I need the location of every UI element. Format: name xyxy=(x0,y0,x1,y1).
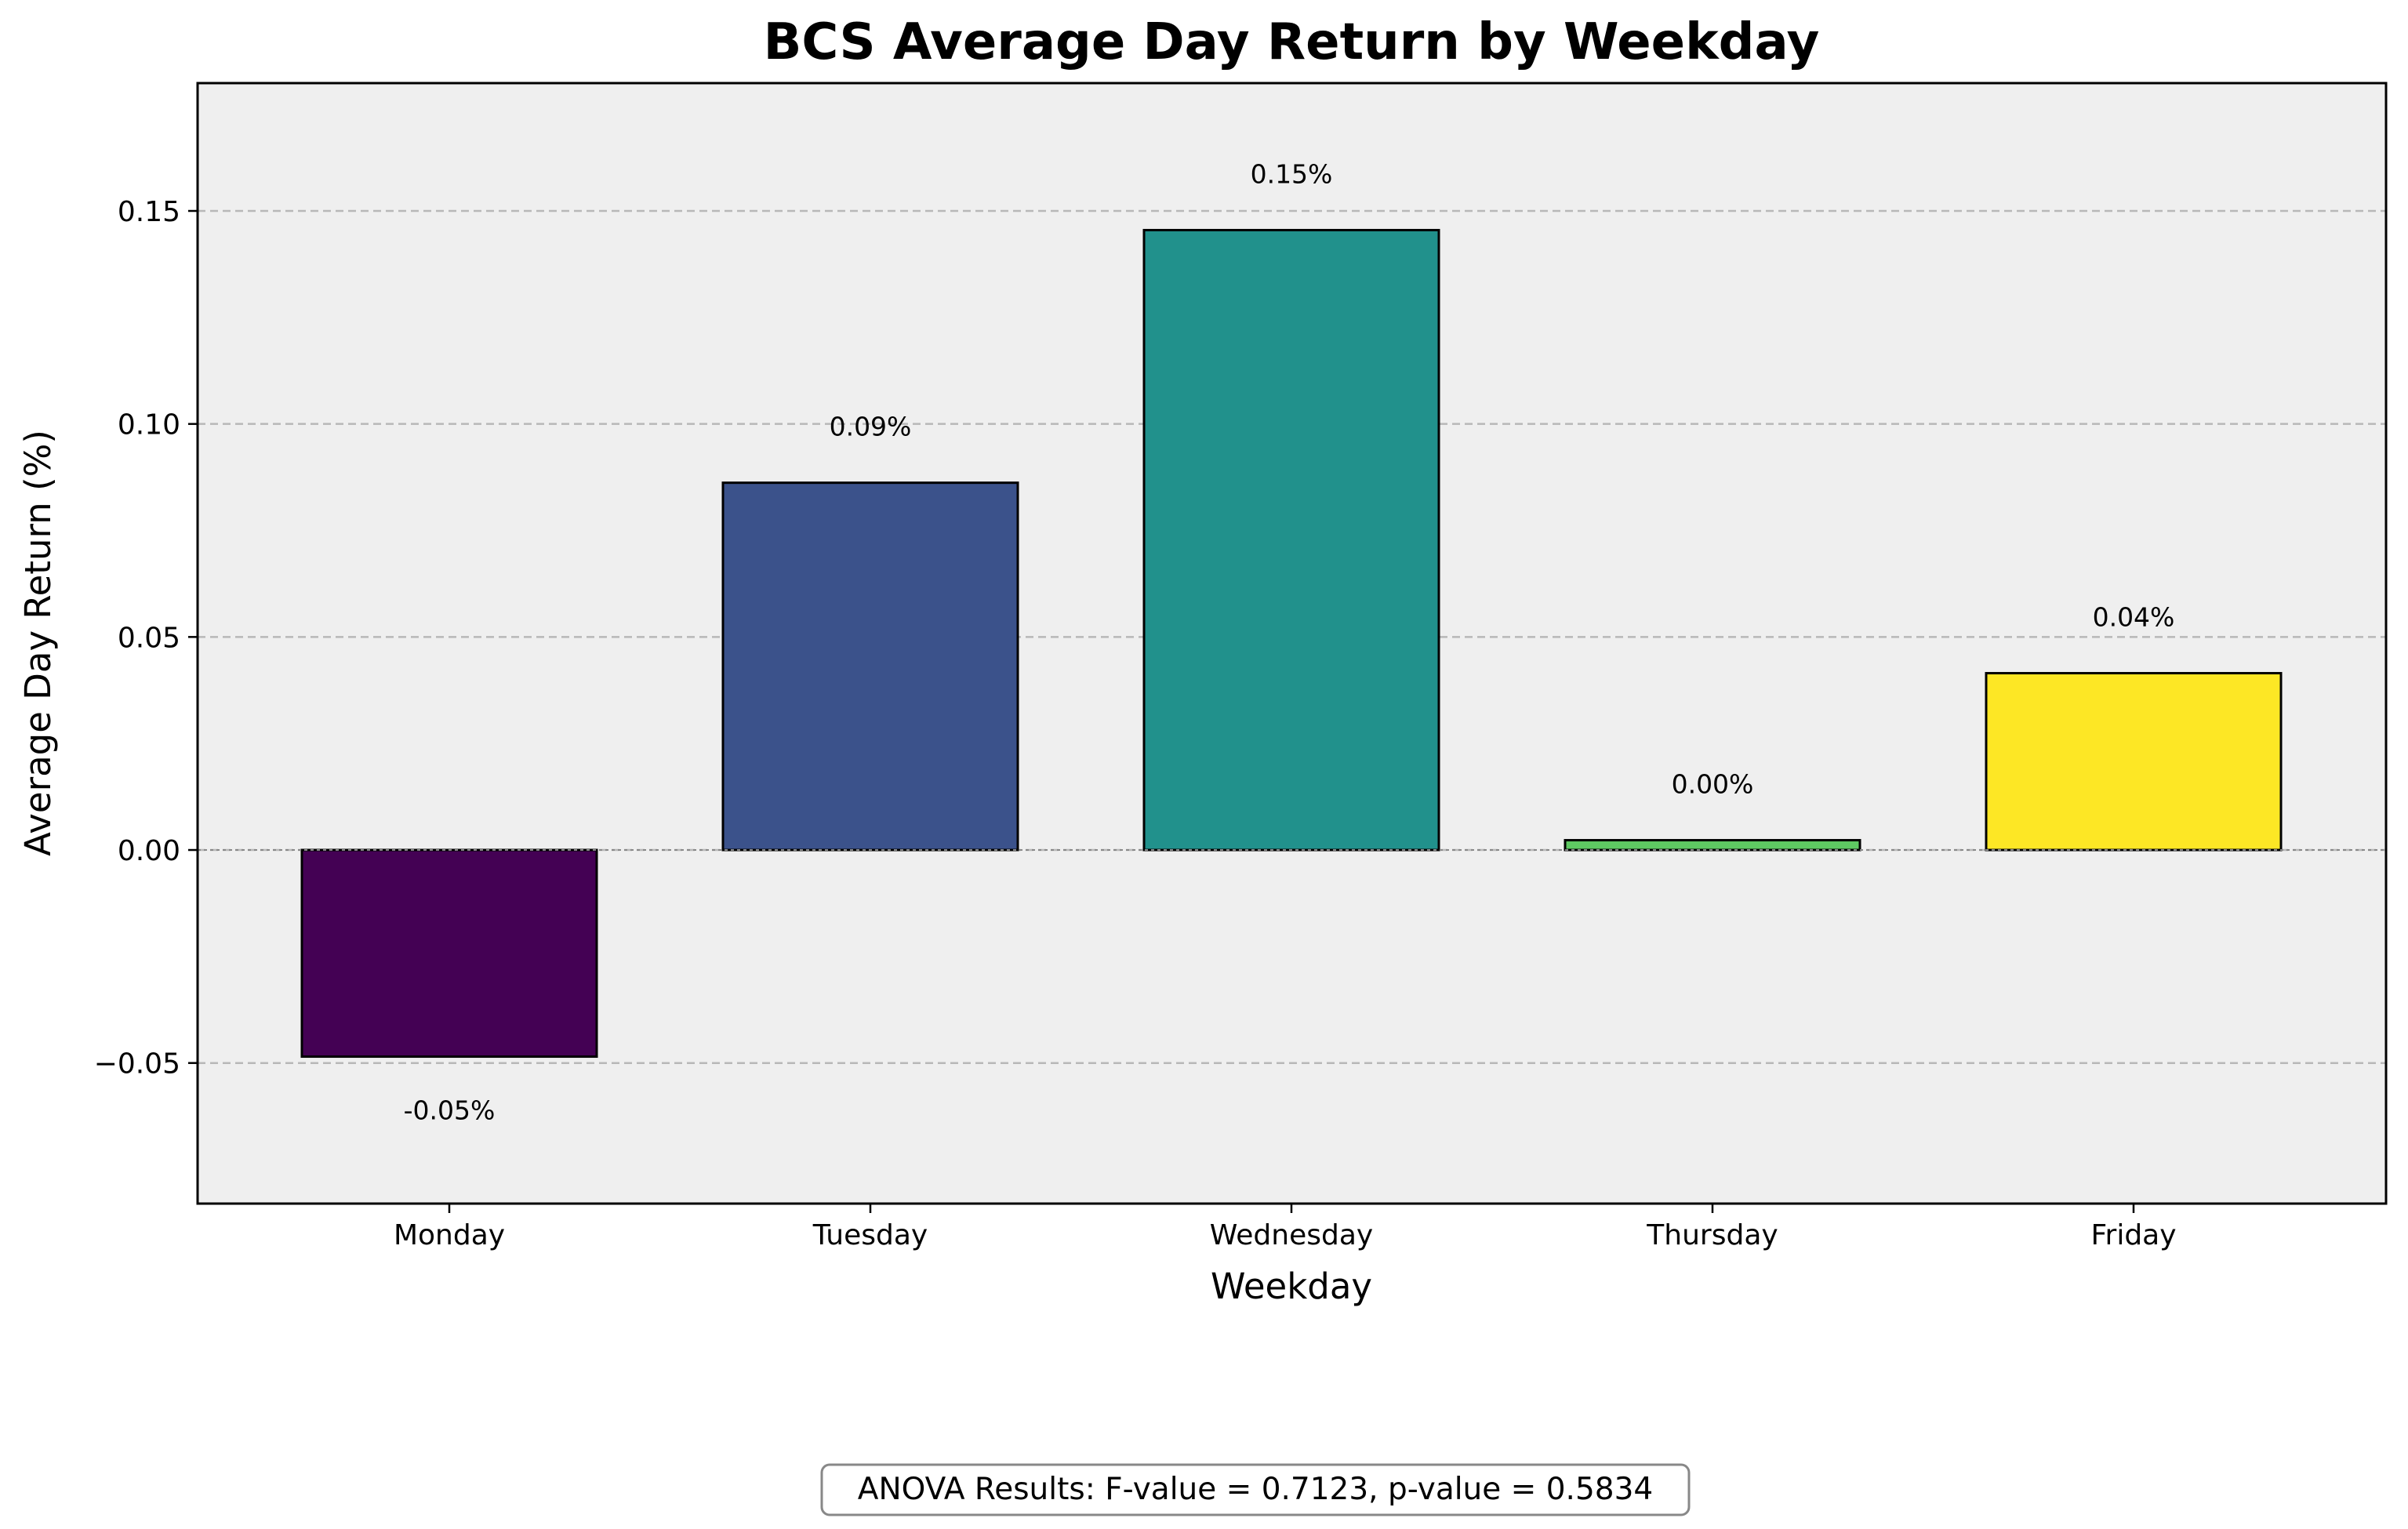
data-label-monday: -0.05% xyxy=(404,1095,496,1126)
anova-annotation: ANOVA Results: F-value = 0.7123, p-value… xyxy=(820,1463,1691,1516)
bar-friday xyxy=(1985,672,2283,852)
y-tick-label: 0.00 xyxy=(118,835,180,867)
anova-text: ANOVA Results: F-value = 0.7123, p-value… xyxy=(858,1472,1653,1507)
bars xyxy=(300,228,2283,1059)
x-axis-label: Weekday xyxy=(1211,1266,1372,1307)
x-axis-ticks: Monday Tuesday Wednesday Thursday Friday xyxy=(394,1204,2177,1251)
x-tick-label: Wednesday xyxy=(1210,1219,1373,1251)
y-axis-label: Average Day Return (%) xyxy=(17,430,59,856)
y-tick-label: −0.05 xyxy=(94,1048,180,1080)
data-label-wednesday: 0.15% xyxy=(1251,158,1333,189)
data-label-friday: 0.04% xyxy=(2093,602,2175,633)
anova-box xyxy=(820,1463,1691,1516)
y-axis-ticks: −0.05 0.00 0.05 0.10 0.15 xyxy=(94,196,198,1080)
y-tick-label: 0.05 xyxy=(118,622,180,654)
data-labels: -0.05% 0.09% 0.15% 0.00% 0.04% xyxy=(404,158,2175,1125)
bar-monday xyxy=(300,848,598,1059)
chart-title: BCS Average Day Return by Weekday xyxy=(764,13,1820,71)
data-label-thursday: 0.00% xyxy=(1672,769,1754,800)
x-tick-label: Monday xyxy=(394,1219,505,1251)
x-tick-label: Tuesday xyxy=(812,1219,928,1251)
bar-tuesday xyxy=(721,481,1019,852)
data-label-tuesday: 0.09% xyxy=(830,412,912,442)
x-tick-label: Thursday xyxy=(1646,1219,1778,1251)
bar-wednesday xyxy=(1142,228,1440,852)
x-tick-label: Friday xyxy=(2090,1219,2176,1251)
y-tick-label: 0.10 xyxy=(118,409,180,441)
bar-thursday xyxy=(1564,839,1861,852)
y-tick-label: 0.15 xyxy=(118,196,180,228)
